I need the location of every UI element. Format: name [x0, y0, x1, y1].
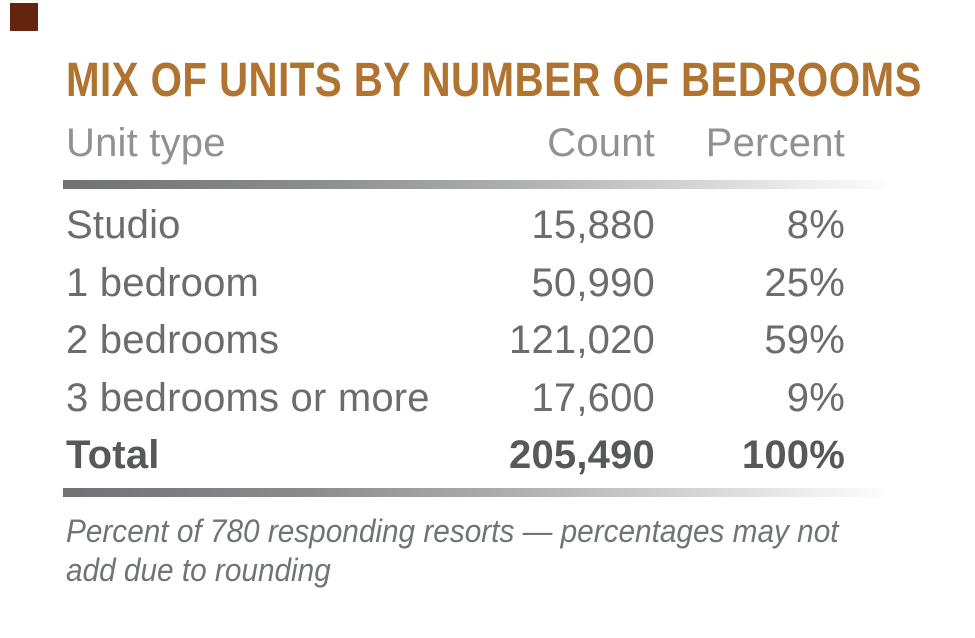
table-row: 3 bedrooms or more 17,600 9%: [66, 370, 845, 428]
table-header-row: Unit type Count Percent: [66, 123, 845, 163]
column-header-percent: Percent: [705, 121, 845, 165]
footnote-line-1: Percent of 780 responding resorts — perc…: [66, 513, 839, 549]
cell-count: 15,880: [531, 203, 655, 248]
cell-count: 121,020: [509, 318, 655, 363]
corner-square-mark: [10, 3, 38, 31]
cell-count: 17,600: [531, 375, 655, 420]
footnote: Percent of 780 responding resorts — perc…: [66, 512, 839, 590]
cell-percent: 9%: [786, 375, 845, 420]
cell-total-percent: 100%: [741, 433, 845, 478]
footnote-line-2: add due to rounding: [66, 552, 331, 588]
column-header-count: Count: [547, 121, 655, 165]
cell-unit-type: Studio: [66, 203, 181, 248]
cell-count: 50,990: [531, 260, 655, 305]
table-row: 1 bedroom 50,990 25%: [66, 255, 845, 313]
cell-unit-type: 2 bedrooms: [66, 318, 280, 363]
cell-unit-type: 1 bedroom: [66, 260, 260, 305]
header-divider-rule: [63, 180, 884, 189]
figure-title: MIX OF UNITS BY NUMBER OF BEDROOMS: [66, 54, 922, 107]
cell-percent: 59%: [764, 318, 845, 363]
cell-total-count: 205,490: [509, 433, 655, 478]
cell-percent: 25%: [764, 260, 845, 305]
column-header-unit-type: Unit type: [66, 121, 226, 165]
table-row: Studio 15,880 8%: [66, 197, 845, 255]
table-row: 2 bedrooms 121,020 59%: [66, 312, 845, 370]
cell-total-label: Total: [66, 433, 160, 478]
cell-percent: 8%: [786, 203, 845, 248]
cell-unit-type: 3 bedrooms or more: [66, 375, 430, 420]
footer-divider-rule: [63, 488, 884, 497]
table-body: Studio 15,880 8% 1 bedroom 50,990 25% 2 …: [66, 197, 845, 485]
table-total-row: Total 205,490 100%: [66, 427, 845, 485]
